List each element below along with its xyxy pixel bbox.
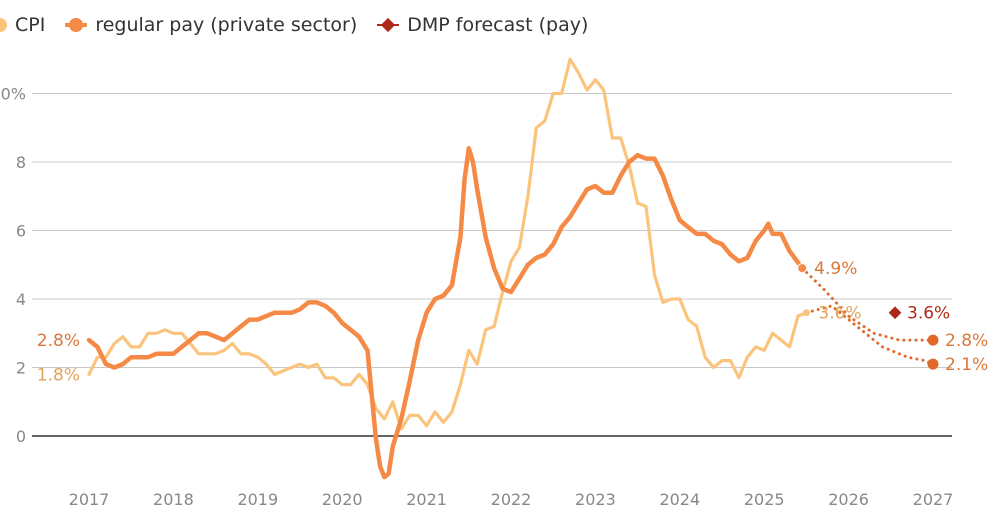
x-tick-label: 2017 <box>69 490 110 509</box>
legend-label-pay: regular pay (private sector) <box>95 14 358 36</box>
legend-label-cpi: CPI <box>15 14 46 36</box>
cpi-last-point-marker <box>802 309 810 317</box>
grid <box>32 93 952 437</box>
legend-label-dmp: DMP forecast (pay) <box>407 14 589 36</box>
y-tick-label: 10% <box>0 85 26 104</box>
y-axis-ticks: 10% 8 6 4 2 0 <box>0 85 26 447</box>
annotation-label: 2.8% <box>37 331 80 351</box>
annotations: 2.8% 1.8% 4.9% 3.6% 3.6% 2.8% 2.1% <box>37 259 988 385</box>
legend-item-cpi[interactable]: CPI <box>0 14 45 36</box>
y-tick-label: 4 <box>16 290 26 309</box>
y-tick-label: 0 <box>16 427 26 446</box>
series-pay-line <box>86 146 805 480</box>
series-pay-forecast-line <box>800 266 935 342</box>
x-tick-label: 2022 <box>491 490 532 509</box>
annotation-label: 1.8% <box>37 365 80 385</box>
pay-legend-marker-icon <box>65 18 88 32</box>
x-axis-ticks: 2017 2018 2019 2020 2021 2022 2023 2024 2025 2026… <box>69 490 954 509</box>
cpi-forecast-end-marker <box>927 358 939 370</box>
x-tick-label: 2018 <box>153 490 194 509</box>
x-tick-label: 2027 <box>913 490 954 509</box>
x-tick-label: 2025 <box>744 490 785 509</box>
series-cpi-forecast-line <box>804 304 935 366</box>
series-cpi-line <box>87 57 809 431</box>
pay-last-point-marker <box>797 263 808 274</box>
x-tick-label: 2019 <box>237 490 278 509</box>
x-tick-label: 2021 <box>406 490 447 509</box>
series-markers <box>797 263 939 370</box>
legend-item-dmp[interactable]: DMP forecast (pay) <box>377 14 588 36</box>
annotation-label: 2.8% <box>945 331 988 351</box>
x-tick-label: 2020 <box>322 490 363 509</box>
x-tick-label: 2024 <box>659 490 700 509</box>
series-lines <box>86 57 935 480</box>
annotation-label: 4.9% <box>814 259 857 279</box>
dmp-forecast-marker <box>888 306 902 320</box>
dmp-legend-marker-icon <box>377 17 400 33</box>
annotation-label: 2.1% <box>945 355 988 375</box>
x-tick-label: 2023 <box>575 490 616 509</box>
pay-forecast-end-marker <box>927 334 939 346</box>
y-tick-label: 8 <box>16 153 26 172</box>
cpi-legend-marker-icon <box>0 18 7 32</box>
legend: CPI regular pay (private sector) DMP for… <box>0 12 608 38</box>
legend-item-pay[interactable]: regular pay (private sector) <box>65 14 357 36</box>
y-tick-label: 2 <box>16 359 26 378</box>
y-tick-label: 6 <box>16 222 26 241</box>
annotation-label: 3.6% <box>907 304 950 324</box>
x-tick-label: 2026 <box>828 490 869 509</box>
annotation-label: 3.6% <box>818 304 861 324</box>
